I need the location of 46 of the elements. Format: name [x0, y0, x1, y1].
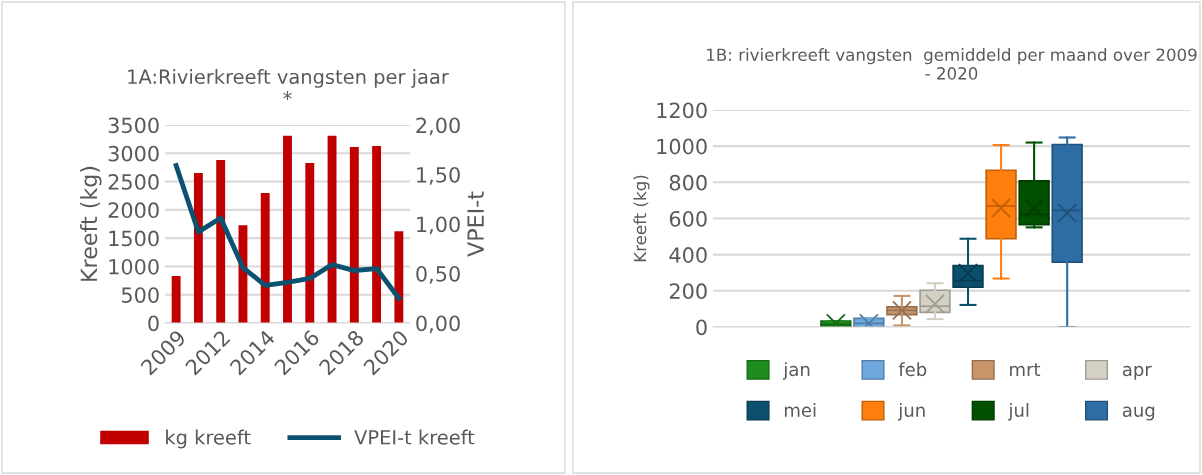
- y-tick-label: 0: [696, 319, 707, 336]
- chart-title: 1A:Rivierkreeft vangsten per jaar *: [128, 69, 449, 100]
- legend-label: apr: [1122, 365, 1152, 380]
- y2-tick-label: 0,50: [416, 265, 460, 284]
- legend-label: jan: [783, 362, 810, 380]
- y-tick-label: 400: [669, 247, 707, 263]
- y2-tick-label: 2,00: [416, 117, 460, 136]
- bar: [394, 231, 404, 323]
- chart-title: 1B: rivierkreeft vangsten gemiddeld per maand over 2009 - 2020: [707, 48, 1197, 80]
- y-axis-title: Kreeft (kg): [80, 166, 102, 281]
- y-tick-label: 0: [148, 315, 159, 332]
- bar: [193, 173, 203, 323]
- bar: [171, 276, 181, 323]
- y2-tick-label: 1,50: [417, 166, 460, 185]
- y2-tick-label: 0,00: [416, 315, 460, 334]
- legend-label: jun: [897, 403, 925, 421]
- legend-label: mei: [784, 403, 816, 417]
- y-tick-label: 2000: [108, 202, 159, 219]
- legend-label: VPEI-t kreeft: [354, 429, 475, 445]
- y-tick-label: 1000: [657, 138, 707, 155]
- bar: [260, 192, 270, 323]
- legend-label: mrt: [1010, 363, 1041, 376]
- bar: [283, 135, 292, 323]
- y-tick-label: 1200: [657, 102, 707, 119]
- legend-label: kg kreeft: [166, 429, 251, 449]
- bar: [305, 162, 315, 323]
- legend-label: jul: [1008, 403, 1029, 421]
- y-tick-label: 800: [669, 174, 707, 191]
- y-tick-label: 3000: [108, 145, 159, 162]
- line-series: [173, 163, 402, 301]
- bar: [372, 145, 382, 323]
- y-tick-label: 1500: [109, 230, 159, 247]
- y-tick-label: 600: [669, 210, 707, 227]
- y-tick-label: 200: [669, 283, 707, 300]
- y-tick-label: 3500: [108, 117, 159, 134]
- y2-tick-label: 1,00: [417, 216, 460, 235]
- legend-label: feb: [898, 362, 927, 377]
- y-tick-label: 500: [121, 287, 159, 303]
- bar: [327, 135, 337, 323]
- bar: [216, 160, 226, 323]
- y-axis-title: Kreeft (kg): [633, 175, 650, 262]
- legend-label: aug: [1122, 406, 1155, 421]
- y-tick-label: 1000: [109, 258, 159, 275]
- y2-axis-title: VPEI-t: [467, 191, 484, 257]
- y-tick-label: 2500: [108, 174, 159, 190]
- bar: [349, 147, 359, 323]
